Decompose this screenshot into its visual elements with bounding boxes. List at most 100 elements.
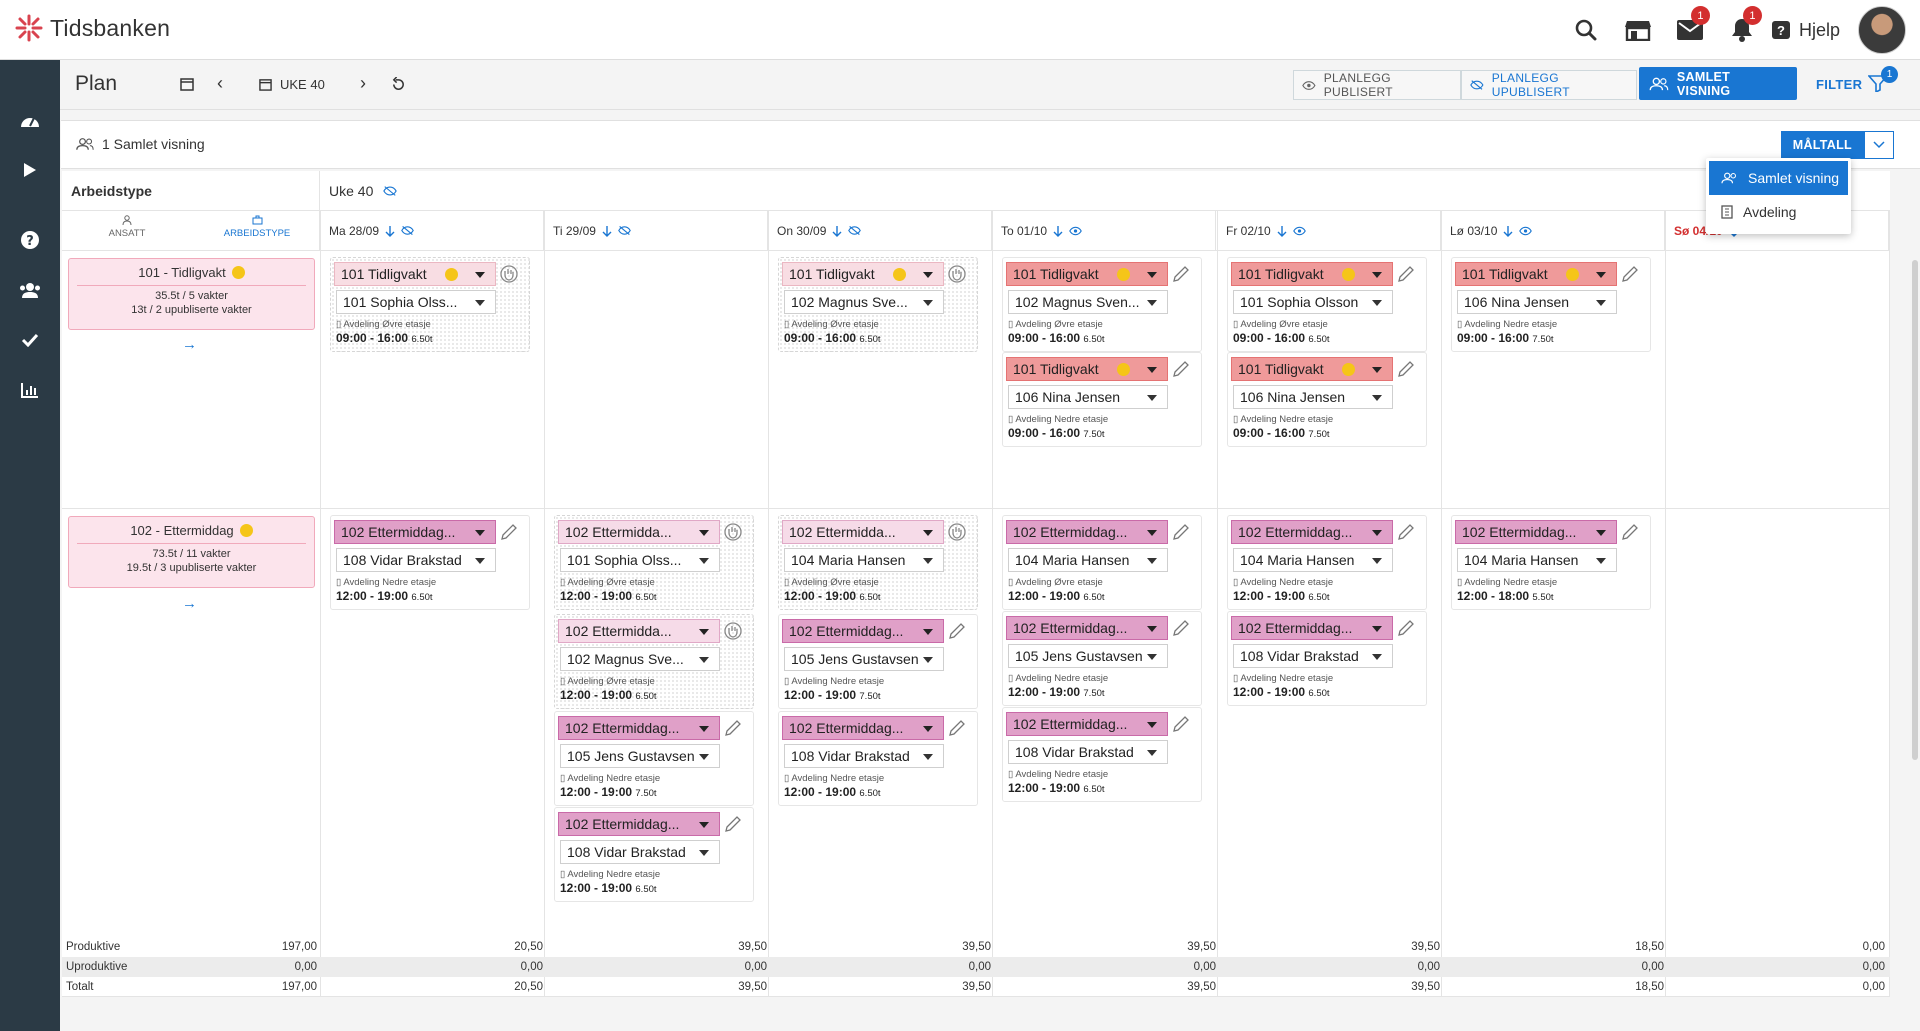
sort-down-icon[interactable] xyxy=(1277,225,1287,237)
employee-select[interactable]: 106 Nina Jensen xyxy=(1233,385,1393,409)
shift-card[interactable]: 102 Ettermiddag... 104 Maria Hansen ▯ Avde… xyxy=(1002,515,1202,610)
sort-down-icon[interactable] xyxy=(832,225,842,237)
employee-select[interactable]: 108 Vidar Brakstad xyxy=(784,744,944,768)
employee-select[interactable]: 106 Nina Jensen xyxy=(1008,385,1168,409)
eye-icon[interactable] xyxy=(1069,226,1082,236)
pencil-icon[interactable] xyxy=(1171,264,1191,284)
menu-item-samlet-visning[interactable]: Samlet visning xyxy=(1709,161,1848,195)
unpublished-hand-icon[interactable] xyxy=(499,264,519,284)
play-icon[interactable] xyxy=(0,145,60,195)
shift-type-select[interactable]: 102 Ettermiddag... xyxy=(1006,520,1168,544)
menu-item-avdeling[interactable]: Avdeling xyxy=(1709,195,1848,229)
shift-card[interactable]: 102 Ettermiddag... 108 Vidar Brakstad ▯ Av… xyxy=(778,711,978,806)
shift-card[interactable]: 102 Ettermiddag... 105 Jens Gustavsen ▯ Av… xyxy=(778,614,978,709)
row-label-ettermiddag[interactable]: 102 - Ettermiddag 73.5t / 11 vakter 19.5… xyxy=(68,516,315,588)
shift-card[interactable]: 101 Tidligvakt 101 Sophia Olsson ▯ Avdelin… xyxy=(1227,257,1427,352)
shift-type-select[interactable]: 101 Tidligvakt xyxy=(1006,262,1168,286)
shift-card[interactable]: 101 Tidligvakt 106 Nina Jensen ▯ Avdeling … xyxy=(1002,352,1202,447)
shift-card[interactable]: 102 Ettermiddag... 108 Vidar Brakstad ▯ Av… xyxy=(1002,707,1202,802)
eye-icon[interactable] xyxy=(1519,226,1533,236)
bell-icon[interactable]: 1 xyxy=(1716,0,1768,60)
employee-select[interactable]: 106 Nina Jensen xyxy=(1457,290,1617,314)
shift-card[interactable]: 101 Tidligvakt 102 Magnus Sve... ▯ Avdelin… xyxy=(778,257,978,352)
report-chart-icon[interactable] xyxy=(0,365,60,415)
employee-select[interactable]: 104 Maria Hansen xyxy=(1008,548,1168,572)
eye-icon[interactable] xyxy=(1292,226,1306,236)
shift-type-select[interactable]: 102 Ettermiddag... xyxy=(782,716,944,740)
pencil-icon[interactable] xyxy=(1620,522,1640,542)
sort-down-icon[interactable] xyxy=(1053,225,1063,237)
logo[interactable]: Tidsbanken xyxy=(14,13,170,43)
day-header[interactable]: To 01/10 xyxy=(992,211,1216,251)
employee-select[interactable]: 101 Sophia Olss... xyxy=(336,290,496,314)
shift-card[interactable]: 101 Tidligvakt 102 Magnus Sven... ▯ Avdeli… xyxy=(1002,257,1202,352)
avatar[interactable] xyxy=(1858,6,1906,54)
pencil-icon[interactable] xyxy=(723,814,743,834)
shift-card[interactable]: 101 Tidligvakt 106 Nina Jensen ▯ Avdeling … xyxy=(1227,352,1427,447)
employee-select[interactable]: 102 Magnus Sven... xyxy=(1008,290,1168,314)
employee-select[interactable]: 108 Vidar Brakstad xyxy=(1233,644,1393,668)
planlegg-publisert-button[interactable]: PLANLEGG PUBLISERT xyxy=(1293,70,1461,100)
shift-card[interactable]: 102 Ettermiddag... 104 Maria Hansen ▯ Avde… xyxy=(1451,515,1651,610)
shift-type-select[interactable]: 101 Tidligvakt xyxy=(334,262,496,286)
shift-type-select[interactable]: 101 Tidligvakt xyxy=(1006,357,1168,381)
shift-card[interactable]: 102 Ettermiddag... 105 Jens Gustavsen ▯ Av… xyxy=(1002,611,1202,706)
shift-type-select[interactable]: 102 Ettermiddag... xyxy=(1006,712,1168,736)
pencil-icon[interactable] xyxy=(1396,264,1416,284)
eye-off-icon[interactable] xyxy=(618,225,631,236)
vertical-scrollbar[interactable] xyxy=(1912,260,1918,760)
shift-card[interactable]: 102 Ettermiddag... 108 Vidar Brakstad ▯ Av… xyxy=(554,807,754,902)
filter-icon[interactable]: 1 xyxy=(1867,66,1898,97)
employee-select[interactable]: 101 Sophia Olsson xyxy=(1233,290,1393,314)
row-label-tidligvakt[interactable]: 101 - Tidligvakt 35.5t / 5 vakter 13t / … xyxy=(68,258,315,330)
employee-select[interactable]: 101 Sophia Olss... xyxy=(560,548,720,572)
shift-type-select[interactable]: 102 Ettermidda... xyxy=(558,520,720,544)
pencil-icon[interactable] xyxy=(1396,359,1416,379)
employee-select[interactable]: 102 Magnus Sve... xyxy=(784,290,944,314)
arrow-right-icon[interactable]: → xyxy=(182,595,197,612)
prev-week-button[interactable]: ‹ xyxy=(217,73,223,93)
unpublished-hand-icon[interactable] xyxy=(947,264,967,284)
shift-card[interactable]: 101 Tidligvakt 101 Sophia Olss... ▯ Avdeli… xyxy=(330,257,530,352)
pencil-icon[interactable] xyxy=(1171,618,1191,638)
employee-select[interactable]: 108 Vidar Brakstad xyxy=(1008,740,1168,764)
shift-type-select[interactable]: 101 Tidligvakt xyxy=(1231,357,1393,381)
next-week-button[interactable]: › xyxy=(360,73,366,93)
shift-type-select[interactable]: 102 Ettermiddag... xyxy=(1231,520,1393,544)
shift-card[interactable]: 102 Ettermiddag... 108 Vidar Brakstad ▯ Av… xyxy=(330,515,530,610)
help-link[interactable]: ? Hjelp xyxy=(1771,20,1840,41)
employee-select[interactable]: 108 Vidar Brakstad xyxy=(336,548,496,572)
employee-select[interactable]: 104 Maria Hansen xyxy=(1233,548,1393,572)
employee-select[interactable]: 105 Jens Gustavsen xyxy=(784,647,944,671)
planlegg-upublisert-button[interactable]: PLANLEGG UPUBLISERT xyxy=(1461,70,1637,100)
shift-card[interactable]: 101 Tidligvakt 106 Nina Jensen ▯ Avdeling … xyxy=(1451,257,1651,352)
unpublished-hand-icon[interactable] xyxy=(723,621,743,641)
unpublished-hand-icon[interactable] xyxy=(947,522,967,542)
shift-type-select[interactable]: 101 Tidligvakt xyxy=(1231,262,1393,286)
day-header[interactable]: Ma 28/09 xyxy=(320,211,544,251)
employee-select[interactable]: 105 Jens Gustavsen xyxy=(560,744,720,768)
pencil-icon[interactable] xyxy=(1396,522,1416,542)
calendar-icon[interactable] xyxy=(180,77,194,91)
pencil-icon[interactable] xyxy=(1171,522,1191,542)
shift-type-select[interactable]: 102 Ettermidda... xyxy=(558,619,720,643)
samlet-visning-button[interactable]: SAMLET VISNING xyxy=(1639,67,1797,100)
eye-off-icon[interactable] xyxy=(401,225,414,236)
day-header[interactable]: Fr 02/10 xyxy=(1217,211,1441,251)
shift-type-select[interactable]: 102 Ettermiddag... xyxy=(1231,616,1393,640)
shift-type-select[interactable]: 102 Ettermidda... xyxy=(782,520,944,544)
question-icon[interactable]: ? xyxy=(0,215,60,265)
employee-select[interactable]: 104 Maria Hansen xyxy=(1457,548,1617,572)
shift-card[interactable]: 102 Ettermiddag... 108 Vidar Brakstad ▯ Av… xyxy=(1227,611,1427,706)
pencil-icon[interactable] xyxy=(1171,714,1191,734)
pencil-icon[interactable] xyxy=(947,621,967,641)
shift-card[interactable]: 102 Ettermiddag... 105 Jens Gustavsen ▯ Av… xyxy=(554,711,754,806)
employee-select[interactable]: 105 Jens Gustavsen xyxy=(1008,644,1168,668)
shift-card[interactable]: 102 Ettermidda... 101 Sophia Olss... ▯ Avd… xyxy=(554,515,754,610)
day-header[interactable]: Ti 29/09 xyxy=(544,211,768,251)
shift-type-select[interactable]: 101 Tidligvakt xyxy=(782,262,944,286)
filter-button[interactable]: FILTER xyxy=(1816,77,1863,92)
shift-type-select[interactable]: 102 Ettermiddag... xyxy=(1455,520,1617,544)
employee-select[interactable]: 102 Magnus Sve... xyxy=(560,647,720,671)
eye-off-icon[interactable] xyxy=(383,185,398,197)
